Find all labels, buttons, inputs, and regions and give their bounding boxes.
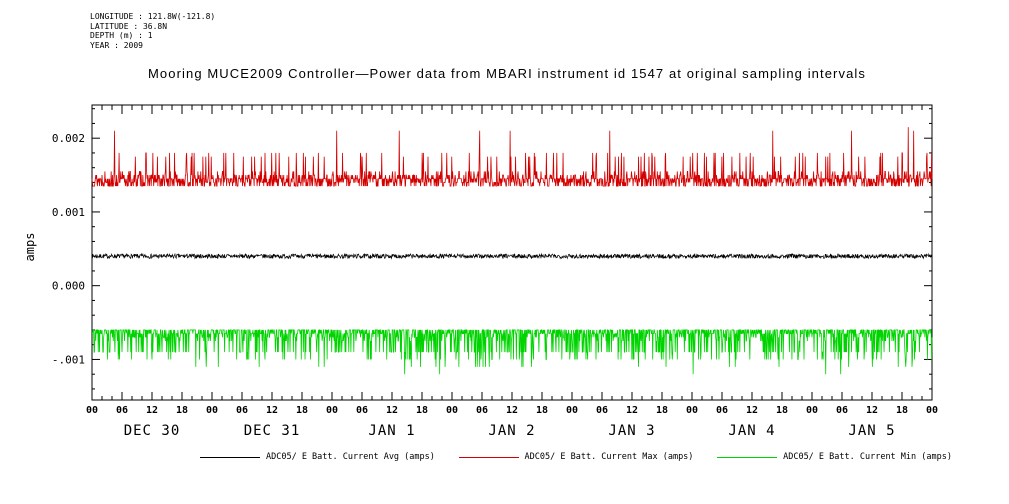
- svg-text:00: 00: [566, 405, 578, 416]
- svg-text:06: 06: [836, 405, 848, 416]
- svg-text:12: 12: [266, 405, 278, 416]
- svg-text:DEC 31: DEC 31: [244, 423, 301, 439]
- x-ticks: [91, 105, 933, 400]
- svg-text:06: 06: [476, 405, 488, 416]
- header-depth: DEPTH (m) : 1: [90, 31, 153, 40]
- legend: ADC05/ E Batt. Current Avg (amps) ADC05/…: [200, 452, 952, 462]
- svg-text:00: 00: [326, 405, 338, 416]
- legend-item-max: ADC05/ E Batt. Current Max (amps): [458, 452, 694, 462]
- series-min-line: [92, 329, 933, 375]
- svg-text:JAN 5: JAN 5: [848, 423, 895, 439]
- svg-text:JAN 1: JAN 1: [368, 423, 415, 439]
- y-tick-labels: 0.002 0.001 0.000 -.001: [52, 132, 85, 366]
- svg-text:JAN 3: JAN 3: [608, 423, 655, 439]
- svg-text:12: 12: [866, 405, 878, 416]
- svg-text:06: 06: [356, 405, 368, 416]
- legend-label-avg: ADC05/ E Batt. Current Avg (amps): [266, 452, 435, 462]
- legend-line-min: [717, 456, 778, 458]
- svg-text:0.000: 0.000: [52, 280, 85, 293]
- svg-text:0.002: 0.002: [52, 132, 85, 145]
- x-day-labels: DEC 30 DEC 31 JAN 1 JAN 2 JAN 3 JAN 4 JAN 5: [124, 423, 895, 439]
- svg-text:0.001: 0.001: [52, 206, 85, 219]
- legend-item-avg: ADC05/ E Batt. Current Avg (amps): [200, 452, 435, 462]
- svg-text:18: 18: [776, 405, 788, 416]
- svg-text:DEC 30: DEC 30: [124, 423, 181, 439]
- svg-text:12: 12: [746, 405, 758, 416]
- x-tick-labels: 00 06 12 18 00 06 12 18 00 06 12 18 00 06 12 18 00 06 12 18…: [86, 405, 938, 416]
- svg-text:00: 00: [206, 405, 218, 416]
- y-ticks: [92, 108, 932, 390]
- series-max-line: [91, 127, 933, 187]
- svg-text:18: 18: [176, 405, 188, 416]
- svg-text:JAN 2: JAN 2: [488, 423, 535, 439]
- legend-item-min: ADC05/ E Batt. Current Min (amps): [717, 452, 952, 462]
- svg-text:18: 18: [656, 405, 668, 416]
- svg-text:00: 00: [686, 405, 698, 416]
- svg-text:12: 12: [386, 405, 398, 416]
- svg-text:18: 18: [416, 405, 428, 416]
- legend-label-max: ADC05/ E Batt. Current Max (amps): [524, 452, 694, 462]
- legend-label-min: ADC05/ E Batt. Current Min (amps): [783, 452, 952, 462]
- svg-text:18: 18: [536, 405, 548, 416]
- svg-text:06: 06: [716, 405, 728, 416]
- legend-line-avg: [200, 456, 260, 458]
- plot-title: Mooring MUCE2009 Controller—Power data f…: [148, 66, 866, 81]
- svg-text:06: 06: [116, 405, 128, 416]
- svg-text:00: 00: [806, 405, 818, 416]
- header-year: YEAR : 2009: [90, 40, 143, 50]
- svg-text:JAN 4: JAN 4: [728, 423, 775, 439]
- svg-text:12: 12: [146, 405, 158, 416]
- svg-text:06: 06: [596, 405, 608, 416]
- header-info: LONGITUDE : 121.8W(-121.8) LATITUDE : 36…: [90, 12, 215, 50]
- svg-text:06: 06: [236, 405, 248, 416]
- svg-text:18: 18: [296, 405, 308, 416]
- svg-text:18: 18: [896, 405, 908, 416]
- svg-text:00: 00: [926, 405, 938, 416]
- svg-text:00: 00: [446, 405, 458, 416]
- svg-text:00: 00: [86, 405, 98, 416]
- svg-text:12: 12: [626, 405, 638, 416]
- svg-text:12: 12: [506, 405, 518, 416]
- svg-text:-.001: -.001: [52, 353, 85, 366]
- header-latitude: LATITUDE : 36.8N: [90, 21, 168, 31]
- legend-line-max: [458, 456, 519, 458]
- series-avg-line: [91, 252, 933, 260]
- header-longitude: LONGITUDE : 121.8W(-121.8): [90, 12, 216, 21]
